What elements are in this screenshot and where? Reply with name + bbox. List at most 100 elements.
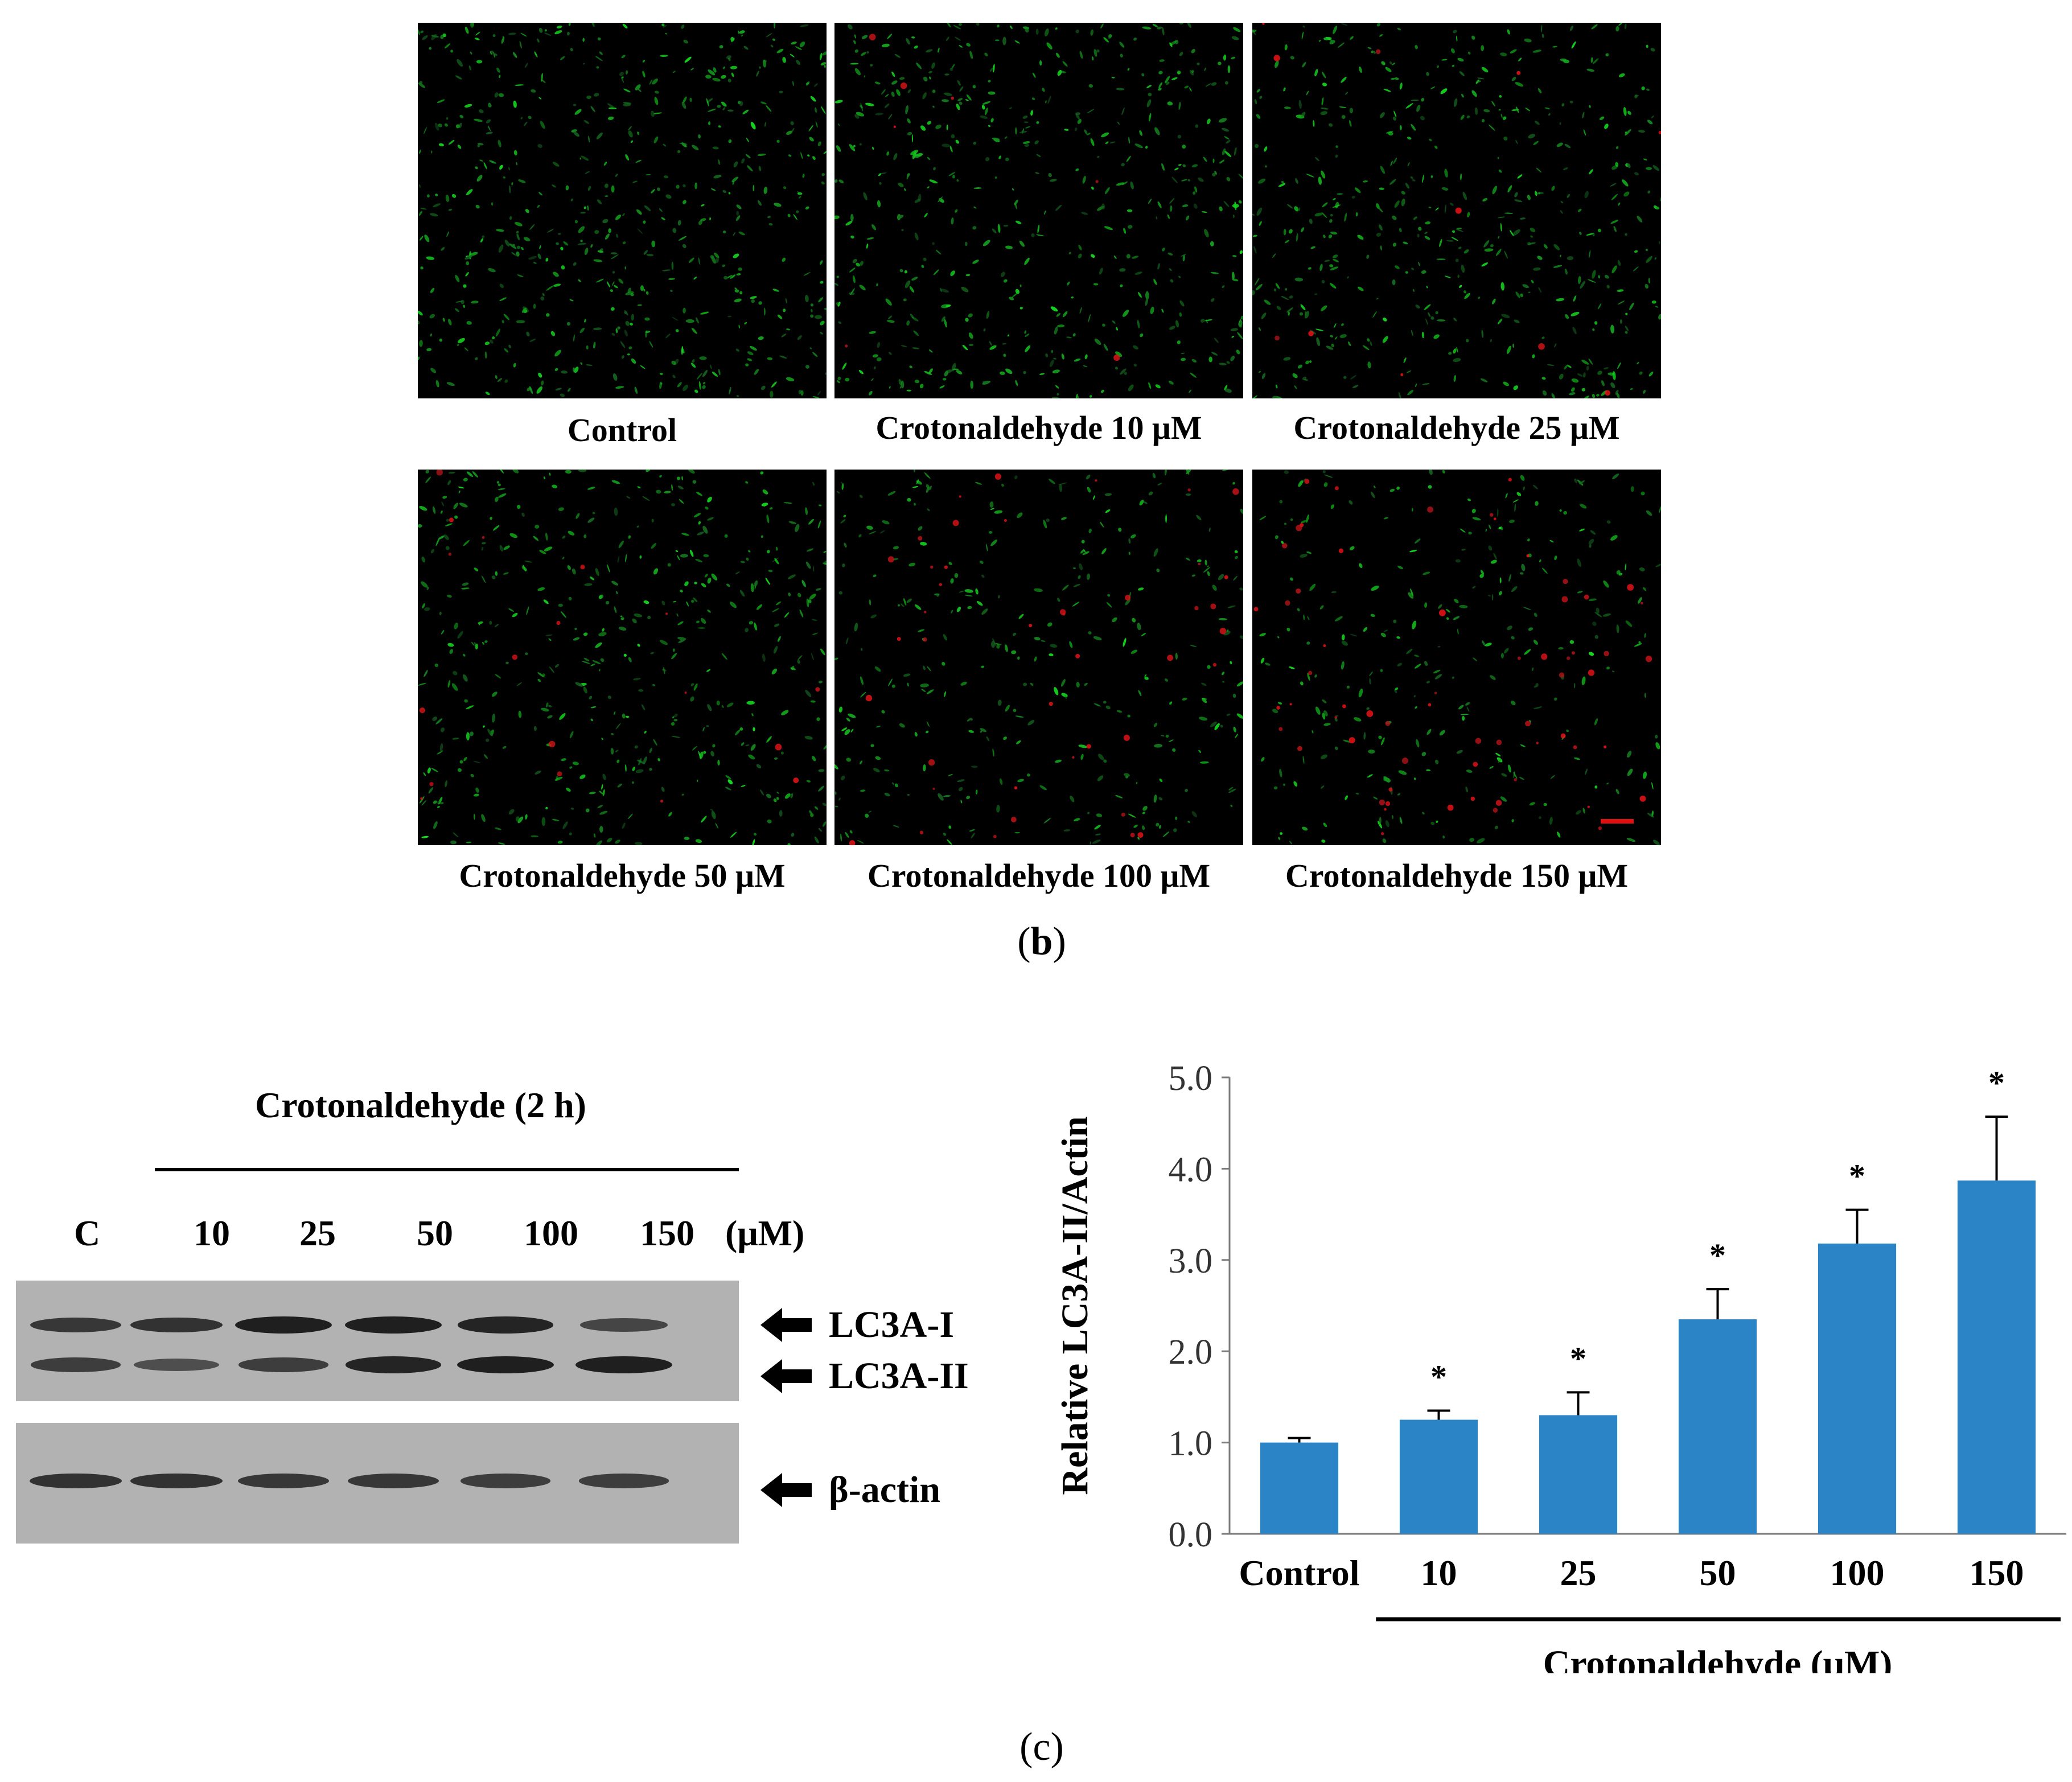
green-cell xyxy=(1064,694,1067,699)
green-cell xyxy=(990,508,994,510)
green-cell xyxy=(1167,101,1173,106)
green-cell xyxy=(1036,154,1041,158)
green-cell xyxy=(1511,819,1514,822)
green-cell xyxy=(711,573,718,581)
green-cell xyxy=(537,587,545,591)
green-cell xyxy=(575,513,580,519)
green-cell xyxy=(1307,616,1310,620)
green-cell xyxy=(1357,234,1364,240)
green-cell xyxy=(940,289,949,293)
green-cell xyxy=(1507,185,1512,193)
red-cell xyxy=(1253,607,1259,612)
green-cell xyxy=(1181,357,1186,361)
green-cell xyxy=(1592,328,1595,331)
green-cell xyxy=(671,503,675,507)
red-cell xyxy=(1137,832,1144,838)
green-cell xyxy=(1561,103,1565,107)
green-cell xyxy=(611,332,615,336)
green-cell xyxy=(1646,88,1650,91)
green-cell xyxy=(1191,164,1198,168)
green-cell xyxy=(891,91,895,97)
green-cell xyxy=(857,839,864,844)
green-cell xyxy=(1406,370,1412,373)
green-cell xyxy=(1191,69,1194,73)
green-cell xyxy=(1207,571,1210,577)
green-cell xyxy=(606,281,611,288)
red-cell xyxy=(1075,653,1080,659)
green-cell xyxy=(1592,232,1595,237)
green-cell xyxy=(632,618,637,624)
green-cell xyxy=(470,252,478,256)
green-cell xyxy=(1050,306,1058,312)
y-tick-label: 5.0 xyxy=(1169,1059,1213,1098)
green-cell xyxy=(1430,316,1434,320)
green-cell xyxy=(509,185,511,194)
green-cell xyxy=(730,65,738,69)
green-cell xyxy=(659,208,663,212)
green-cell xyxy=(1638,130,1646,133)
green-cell xyxy=(1625,129,1631,136)
green-cell xyxy=(1379,817,1382,825)
green-cell xyxy=(1161,734,1165,736)
green-cell xyxy=(421,836,429,838)
green-cell xyxy=(1121,107,1125,116)
green-cell xyxy=(822,802,827,806)
green-cell xyxy=(1359,563,1363,568)
green-cell xyxy=(1287,204,1293,209)
green-cell xyxy=(874,366,876,369)
green-cell xyxy=(552,162,560,167)
green-cell xyxy=(1316,337,1320,347)
green-cell xyxy=(804,736,813,740)
green-cell xyxy=(679,236,686,241)
green-cell xyxy=(423,772,426,776)
green-cell xyxy=(626,70,628,75)
green-cell xyxy=(911,277,918,281)
green-cell xyxy=(637,131,640,135)
green-cell xyxy=(1051,397,1061,398)
green-cell xyxy=(1324,260,1330,262)
green-cell xyxy=(1091,254,1095,258)
green-cell xyxy=(1306,174,1314,178)
red-cell xyxy=(1645,656,1652,662)
green-cell xyxy=(968,313,973,318)
green-cell xyxy=(661,217,665,220)
green-cell xyxy=(1047,96,1051,104)
green-cell xyxy=(702,727,705,731)
red-cell xyxy=(1598,826,1602,830)
green-cell xyxy=(957,779,965,783)
green-cell xyxy=(894,783,898,788)
green-cell xyxy=(659,475,662,478)
green-cell xyxy=(1045,353,1049,357)
red-cell xyxy=(1232,488,1239,495)
green-cell xyxy=(1234,147,1237,156)
band-label: LC3A-I xyxy=(829,1304,955,1345)
green-cell xyxy=(1592,622,1597,626)
green-cell xyxy=(913,470,915,472)
green-cell xyxy=(698,257,701,265)
green-cell xyxy=(929,76,931,80)
green-cell xyxy=(1567,256,1574,261)
green-cell xyxy=(635,84,641,90)
green-cell xyxy=(579,774,586,779)
green-cell xyxy=(748,550,751,553)
green-cell xyxy=(590,106,595,112)
green-cell xyxy=(1459,71,1465,76)
green-cell xyxy=(1296,233,1298,242)
x-tick-label: 100 xyxy=(1830,1553,1885,1593)
green-cell xyxy=(1627,768,1633,776)
red-cell xyxy=(1584,594,1589,600)
green-cell xyxy=(432,717,438,721)
green-cell xyxy=(1186,215,1190,221)
green-cell xyxy=(676,184,680,189)
green-cell xyxy=(1156,568,1160,573)
green-cell xyxy=(823,743,827,750)
red-cell xyxy=(1049,702,1053,706)
green-cell xyxy=(730,38,735,43)
green-cell xyxy=(1159,778,1163,783)
green-cell xyxy=(676,613,679,617)
green-cell xyxy=(435,122,439,131)
arrow-left-icon xyxy=(760,1359,812,1393)
green-cell xyxy=(1338,42,1345,48)
green-cell xyxy=(1508,574,1511,582)
green-cell xyxy=(1236,349,1240,355)
